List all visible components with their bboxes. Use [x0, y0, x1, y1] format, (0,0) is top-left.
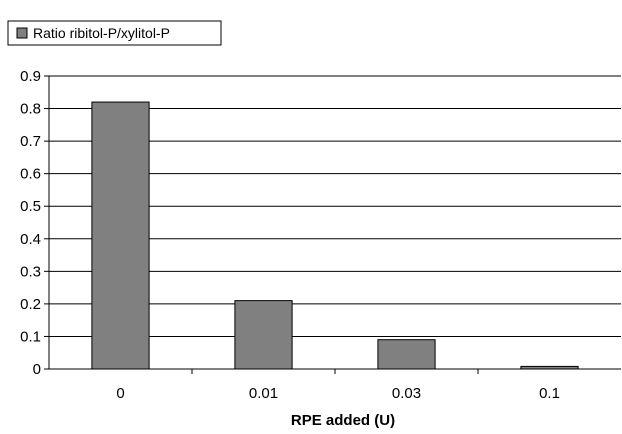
legend: Ratio ribitol-P/xylitol-P [7, 20, 222, 46]
x-tick-label: 0.1 [539, 385, 560, 402]
y-tick-label: 0.1 [20, 328, 41, 345]
x-tick-label: 0.01 [249, 385, 278, 402]
x-tick-labels: 0 0.01 0.03 0.1 [116, 385, 560, 402]
x-tick-label: 0 [116, 385, 124, 402]
y-tick-label: 0 [33, 361, 41, 378]
axes [44, 75, 621, 374]
y-tick-label: 0.4 [20, 231, 41, 248]
y-tick-label: 0.7 [20, 133, 41, 150]
x-tick-label: 0.03 [392, 385, 421, 402]
bar [91, 101, 150, 370]
x-axis-title: RPE added (U) [291, 412, 395, 429]
bar [377, 339, 436, 370]
y-tick-label: 0.8 [20, 101, 41, 118]
y-tick-label: 0.2 [20, 296, 41, 313]
bar [234, 300, 293, 370]
y-tick-label: 0.5 [20, 198, 41, 215]
legend-label: Ratio ribitol-P/xylitol-P [33, 25, 170, 41]
legend-box [7, 20, 222, 46]
y-tick-label: 0.9 [20, 68, 41, 85]
legend-swatch [16, 27, 28, 39]
y-tick-label: 0.3 [20, 263, 41, 280]
y-tick-labels: 0 0.1 0.2 0.3 0.4 0.5 0.6 0.7 0.8 0.9 [20, 68, 41, 378]
y-tick-label: 0.6 [20, 166, 41, 183]
bars [91, 101, 579, 370]
